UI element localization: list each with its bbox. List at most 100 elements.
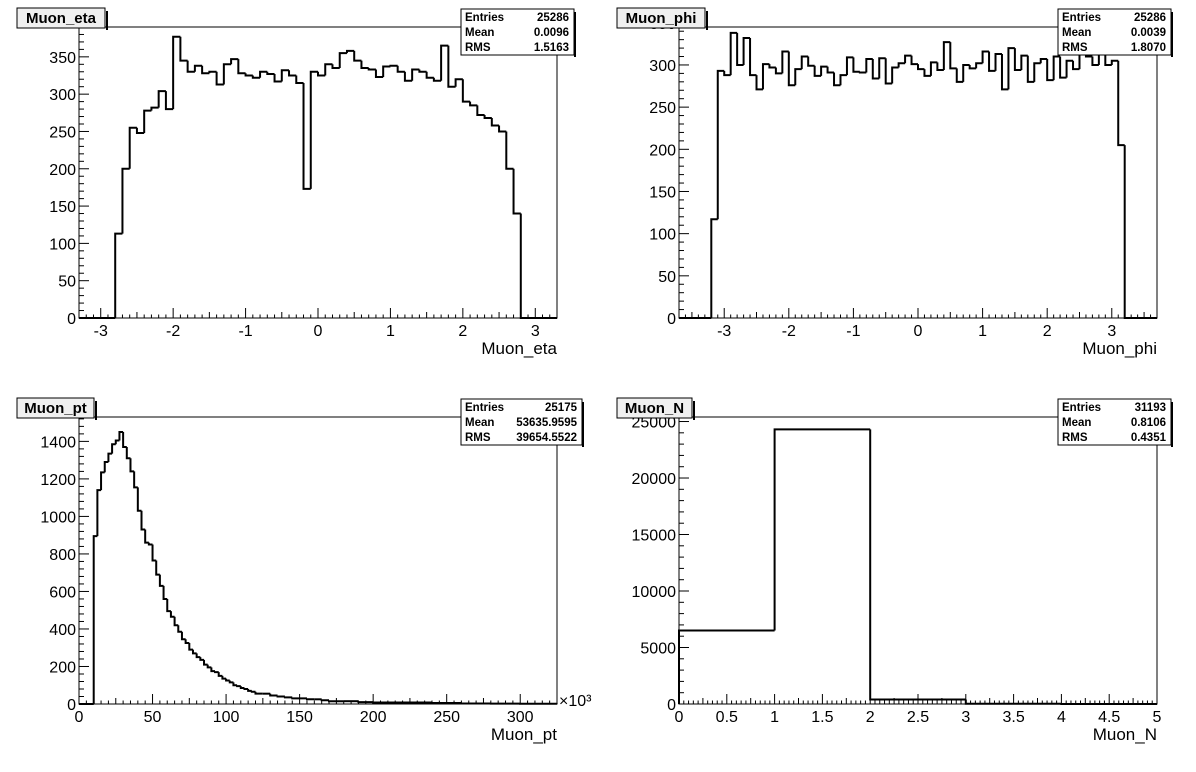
stats-label: Mean xyxy=(465,27,494,39)
histogram-bin xyxy=(193,64,203,72)
histogram-bin xyxy=(1000,53,1009,91)
histogram-bin xyxy=(839,74,847,86)
histogram-bin xyxy=(143,109,152,133)
y-tick-label: 0 xyxy=(67,311,76,328)
histogram-bin xyxy=(243,687,249,690)
y-tick-label: 400 xyxy=(49,622,76,639)
histogram-bin xyxy=(1059,56,1067,79)
histogram-bin xyxy=(994,52,1002,71)
histogram-bin xyxy=(988,51,996,72)
histogram-bin xyxy=(1026,55,1035,83)
histogram-bin xyxy=(418,69,427,73)
x-axis-title: Muon_pt xyxy=(491,725,557,744)
histogram-bin xyxy=(309,70,318,189)
stats-box-frame xyxy=(1057,8,1172,56)
histogram-title: Muon_eta xyxy=(16,7,108,30)
x-tick-label: 4.5 xyxy=(1098,709,1120,726)
histogram-bin xyxy=(490,118,500,127)
title-text: Muon_phi xyxy=(626,10,697,27)
histogram-bin xyxy=(150,106,159,111)
histogram-title: Muon_phi xyxy=(616,7,708,30)
histogram-bin xyxy=(768,64,776,69)
stats-value: 1.8070 xyxy=(1131,42,1166,54)
histogram-bin xyxy=(917,64,925,71)
y-tick-label: 50 xyxy=(658,269,676,286)
x-tick-label: -2 xyxy=(782,323,796,340)
histogram-bin xyxy=(360,60,369,70)
histogram-bin xyxy=(447,45,456,88)
y-tick-label: 100 xyxy=(649,227,676,244)
histogram-bin xyxy=(203,659,208,666)
histogram-bin xyxy=(396,65,405,73)
histogram-bin xyxy=(813,65,822,77)
histogram-bin xyxy=(1033,62,1041,82)
histogram-bin xyxy=(820,65,828,76)
histogram-bin xyxy=(247,688,252,692)
histogram-bin xyxy=(155,560,160,576)
stats-box-frame xyxy=(460,398,583,446)
title-box-shadow xyxy=(106,11,108,30)
stats-label: RMS xyxy=(465,42,491,54)
histogram-bin xyxy=(389,64,398,67)
y-tick-label: 0 xyxy=(67,697,76,714)
histogram-bin xyxy=(1020,54,1028,71)
histogram-bin xyxy=(92,535,98,704)
stats-box-shadow xyxy=(1171,12,1173,57)
stats-label: RMS xyxy=(1062,432,1088,444)
histogram-bin xyxy=(852,57,860,73)
histogram-bin xyxy=(800,55,809,70)
histogram-bin xyxy=(166,598,171,613)
histogram-bin xyxy=(157,90,166,108)
x-tick-label: 0.5 xyxy=(716,709,738,726)
y-axis: 0 50 100 150 200 250 300 350 xyxy=(49,26,89,328)
histogram-bin xyxy=(269,693,278,697)
stats-label: Entries xyxy=(1062,12,1101,24)
x-axis: -3 -2 -1 0 1 2 3 xyxy=(678,308,1158,340)
histogram-bin xyxy=(936,62,944,72)
stats-value: 0.0039 xyxy=(1131,27,1166,39)
histogram-bin xyxy=(878,57,886,79)
histogram-bin xyxy=(942,41,951,71)
histogram-bin xyxy=(295,75,304,84)
histogram-bin xyxy=(215,71,224,86)
stats-value: 31193 xyxy=(1135,402,1166,414)
stats-label: Entries xyxy=(1062,402,1101,414)
histogram-bin xyxy=(374,69,384,78)
y-tick-label: 300 xyxy=(49,87,76,104)
histogram-bin xyxy=(177,625,182,633)
x-tick-label: -1 xyxy=(846,323,860,340)
title-box-shadow xyxy=(706,11,708,30)
histogram-bin xyxy=(305,698,315,701)
histogram-bin xyxy=(236,685,241,688)
y-tick-label: 350 xyxy=(49,50,76,67)
histogram-bin xyxy=(291,697,300,700)
plot-frame xyxy=(678,416,1158,705)
y-tick-label: 200 xyxy=(49,659,76,676)
histogram-bin xyxy=(975,62,983,69)
histogram-bin xyxy=(716,69,725,220)
histogram-bin xyxy=(239,686,245,690)
histogram-bin xyxy=(904,54,912,64)
stats-value: 25175 xyxy=(545,402,578,414)
x-axis-title: Muon_eta xyxy=(481,339,557,358)
histogram-bin xyxy=(136,487,142,512)
histogram-bin xyxy=(317,71,326,77)
y-axis: 0 200 400 600 800 1000 1200 1400 xyxy=(40,418,89,714)
histogram-bin xyxy=(184,639,190,645)
histogram-bin xyxy=(353,50,362,62)
histogram-bin xyxy=(228,680,234,684)
stats-label: RMS xyxy=(465,432,491,444)
y-tick-label: 10000 xyxy=(632,584,677,601)
histogram-bins xyxy=(679,31,1157,319)
stats-value: 0.8106 xyxy=(1131,417,1166,429)
histogram-bin xyxy=(382,65,391,77)
histogram-bin xyxy=(251,75,261,79)
histogram-bin xyxy=(403,71,413,82)
histogram-bin xyxy=(199,657,205,661)
x-tick-label: 4 xyxy=(1057,709,1066,726)
y-tick-label: 50 xyxy=(58,274,76,291)
histogram-panel-muon-pt: 0 50 100 150 200 250 300 0 200 400 600 800 1000 1200 1… xyxy=(16,397,592,744)
stats-box: Entries 25175 Mean 53635.9595 RMS 39654.5522 xyxy=(460,398,584,447)
histogram-bin xyxy=(761,63,770,90)
stats-box-shadow xyxy=(574,12,576,57)
